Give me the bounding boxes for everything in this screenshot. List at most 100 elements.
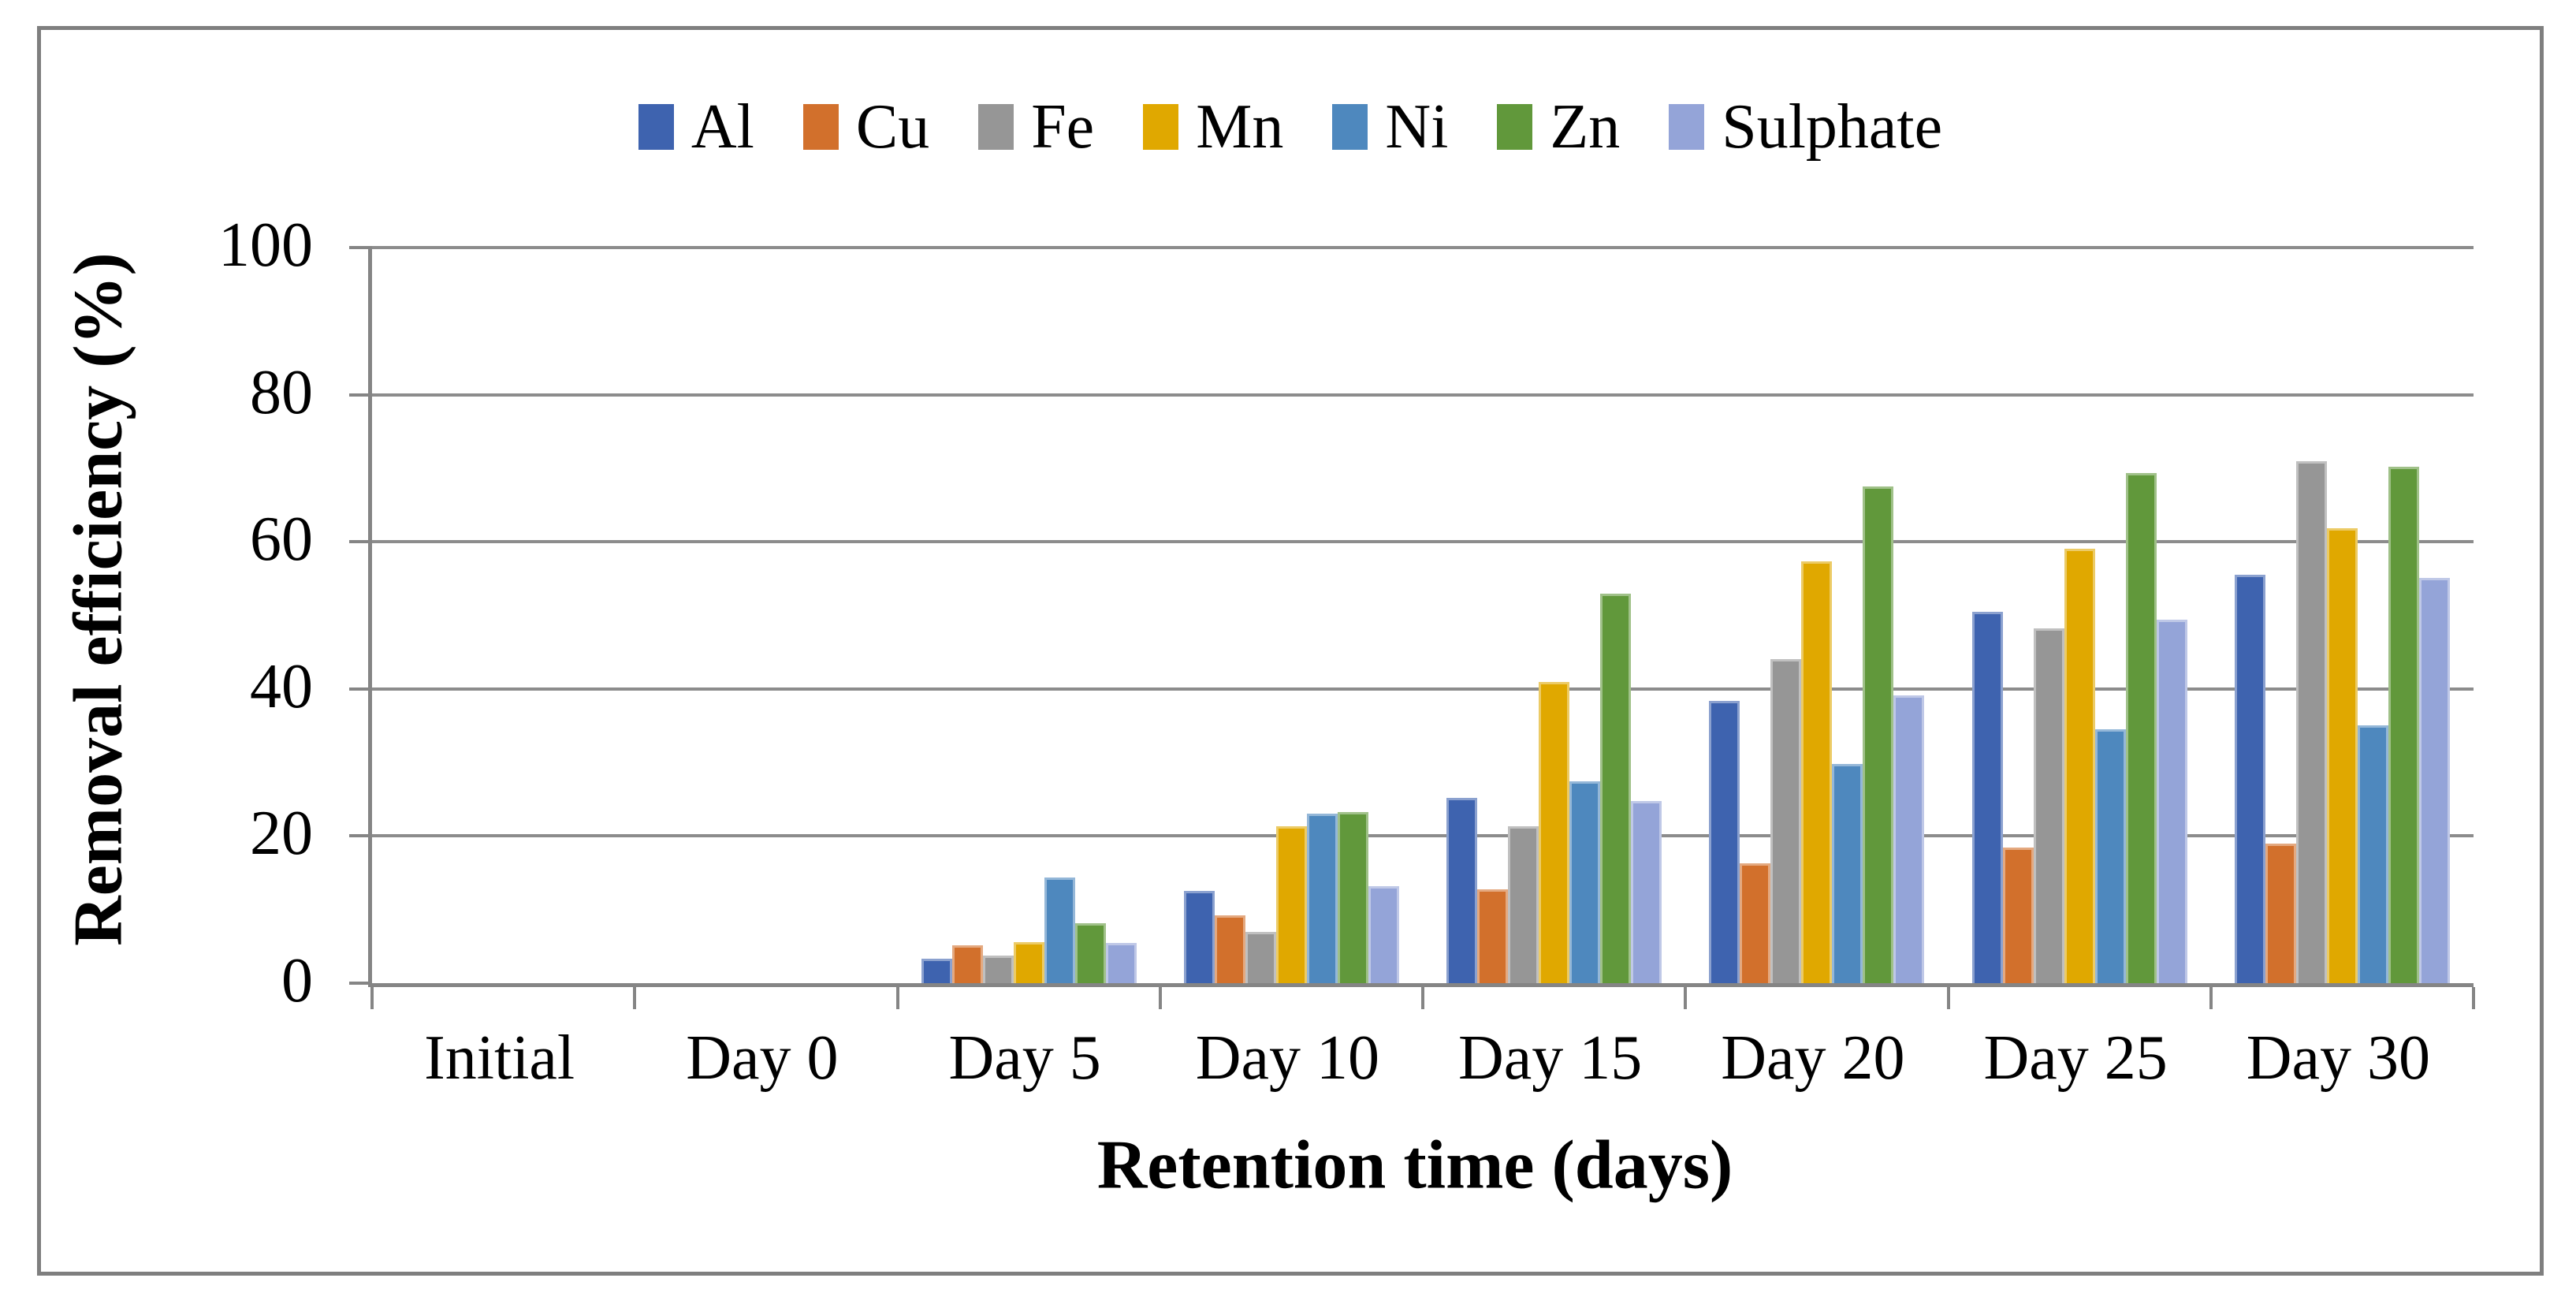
gridline-40	[372, 687, 2474, 691]
bar-zn-day-15	[1600, 593, 1632, 983]
x-category-label-day-0: Day 0	[686, 1023, 839, 1093]
bar-sulphate-day-25	[2156, 620, 2187, 983]
gridline-80	[372, 393, 2474, 397]
x-category-label-day-15: Day 15	[1457, 1023, 1643, 1093]
bar-sulphate-day-15	[1631, 800, 1662, 983]
x-axis-title: Retention time (days)	[1096, 1127, 1733, 1204]
bar-group-day-20	[1685, 248, 1948, 983]
legend-item-cu: Cu	[802, 91, 930, 163]
legend-item-ni: Ni	[1332, 91, 1448, 163]
legend-label-cu: Cu	[855, 91, 930, 162]
bar-al-day-5	[921, 959, 952, 983]
bar-zn-day-20	[1863, 486, 1894, 983]
x-tick-1	[633, 987, 637, 1009]
bar-ni-day-5	[1044, 877, 1075, 983]
legend-swatch-zn-icon	[1497, 104, 1533, 150]
legend-label-sulphate: Sulphate	[1722, 91, 1943, 162]
bar-mn-day-10	[1275, 826, 1307, 983]
x-category-label-day-10: Day 10	[1195, 1023, 1380, 1093]
bar-mn-day-30	[2326, 528, 2358, 983]
y-tick-20	[349, 834, 372, 838]
bar-group-initial	[372, 248, 635, 983]
gridline-60	[372, 540, 2474, 544]
legend-swatch-al-icon	[638, 104, 674, 150]
legend-swatch-ni-icon	[1332, 104, 1368, 150]
y-tick-80	[349, 393, 372, 397]
bar-mn-day-20	[1801, 561, 1833, 983]
bar-group-day-25	[1949, 248, 2211, 983]
bar-cu-day-10	[1214, 915, 1245, 983]
x-tick-4	[1421, 987, 1424, 1009]
y-tick-0	[349, 982, 372, 985]
bar-al-day-25	[1971, 611, 2003, 983]
bar-ni-day-10	[1306, 814, 1338, 983]
x-tick-0	[370, 987, 374, 1009]
y-tick-40	[349, 687, 372, 691]
bar-sulphate-day-20	[1893, 695, 1925, 983]
gridline-100	[372, 246, 2474, 249]
bar-al-day-10	[1183, 891, 1215, 983]
bar-zn-day-10	[1337, 811, 1368, 983]
x-category-label-initial: Initial	[424, 1023, 575, 1093]
bar-al-day-20	[1709, 700, 1740, 983]
bar-ni-day-20	[1832, 763, 1863, 983]
legend-label-zn: Zn	[1550, 91, 1621, 162]
bar-fe-day-15	[1508, 826, 1539, 983]
legend-item-al: Al	[638, 91, 754, 163]
legend-label-ni: Ni	[1385, 91, 1449, 162]
legend-label-mn: Mn	[1196, 91, 1284, 162]
legend-swatch-cu-icon	[802, 104, 839, 150]
y-tick-label-40: 40	[250, 651, 313, 721]
bar-ni-day-30	[2357, 725, 2388, 983]
bar-fe-day-5	[982, 955, 1014, 983]
bar-fe-day-25	[2033, 628, 2064, 983]
bar-fe-day-10	[1245, 931, 1276, 983]
y-tick-100	[349, 246, 372, 249]
x-tick-7	[2209, 987, 2213, 1009]
x-tick-6	[1946, 987, 1950, 1009]
chart-legend: Al Cu Fe Mn Ni Zn Sulphate	[37, 76, 2544, 178]
bar-fe-day-20	[1770, 658, 1802, 983]
legend-swatch-fe-icon	[978, 104, 1014, 150]
bar-group-day-5	[898, 248, 1160, 983]
y-tick-60	[349, 540, 372, 544]
legend-label-al: Al	[691, 91, 754, 162]
x-category-label-day-5: Day 5	[948, 1023, 1101, 1093]
legend-item-mn: Mn	[1143, 91, 1283, 163]
y-tick-label-60: 60	[250, 504, 313, 574]
bar-group-day-15	[1423, 248, 1685, 983]
bar-cu-day-30	[2265, 843, 2296, 983]
plot-area	[349, 246, 2475, 1009]
y-tick-label-100: 100	[218, 210, 313, 280]
bar-mn-day-15	[1539, 682, 1570, 983]
y-tick-label-80: 80	[250, 357, 313, 427]
bar-cu-day-5	[951, 945, 983, 983]
bar-cu-day-15	[1477, 889, 1509, 983]
gridline-20	[372, 834, 2474, 838]
bar-fe-day-30	[2295, 460, 2327, 983]
bar-zn-day-5	[1074, 923, 1106, 983]
x-tick-3	[1158, 987, 1162, 1009]
legend-item-zn: Zn	[1497, 91, 1620, 163]
legend-label-fe: Fe	[1031, 91, 1095, 162]
x-tick-5	[1684, 987, 1688, 1009]
bar-al-day-30	[2234, 575, 2265, 983]
x-category-label-day-25: Day 25	[1983, 1023, 2168, 1093]
x-tick-2	[895, 987, 899, 1009]
legend-swatch-mn-icon	[1143, 104, 1179, 150]
bar-cu-day-25	[2002, 848, 2034, 983]
bar-sulphate-day-30	[2418, 577, 2450, 983]
bar-group-day-30	[2211, 248, 2474, 983]
legend-swatch-sulphate-icon	[1669, 104, 1705, 150]
bar-group-day-10	[1160, 248, 1423, 983]
legend-item-sulphate: Sulphate	[1669, 91, 1942, 163]
bar-sulphate-day-10	[1368, 885, 1399, 983]
bar-al-day-15	[1446, 797, 1478, 983]
bar-group-day-0	[635, 248, 897, 983]
legend-item-fe: Fe	[978, 91, 1094, 163]
y-tick-label-20: 20	[250, 799, 313, 869]
bar-mn-day-25	[2064, 548, 2095, 983]
x-category-label-day-30: Day 30	[2246, 1023, 2431, 1093]
bar-zn-day-25	[2125, 473, 2157, 983]
